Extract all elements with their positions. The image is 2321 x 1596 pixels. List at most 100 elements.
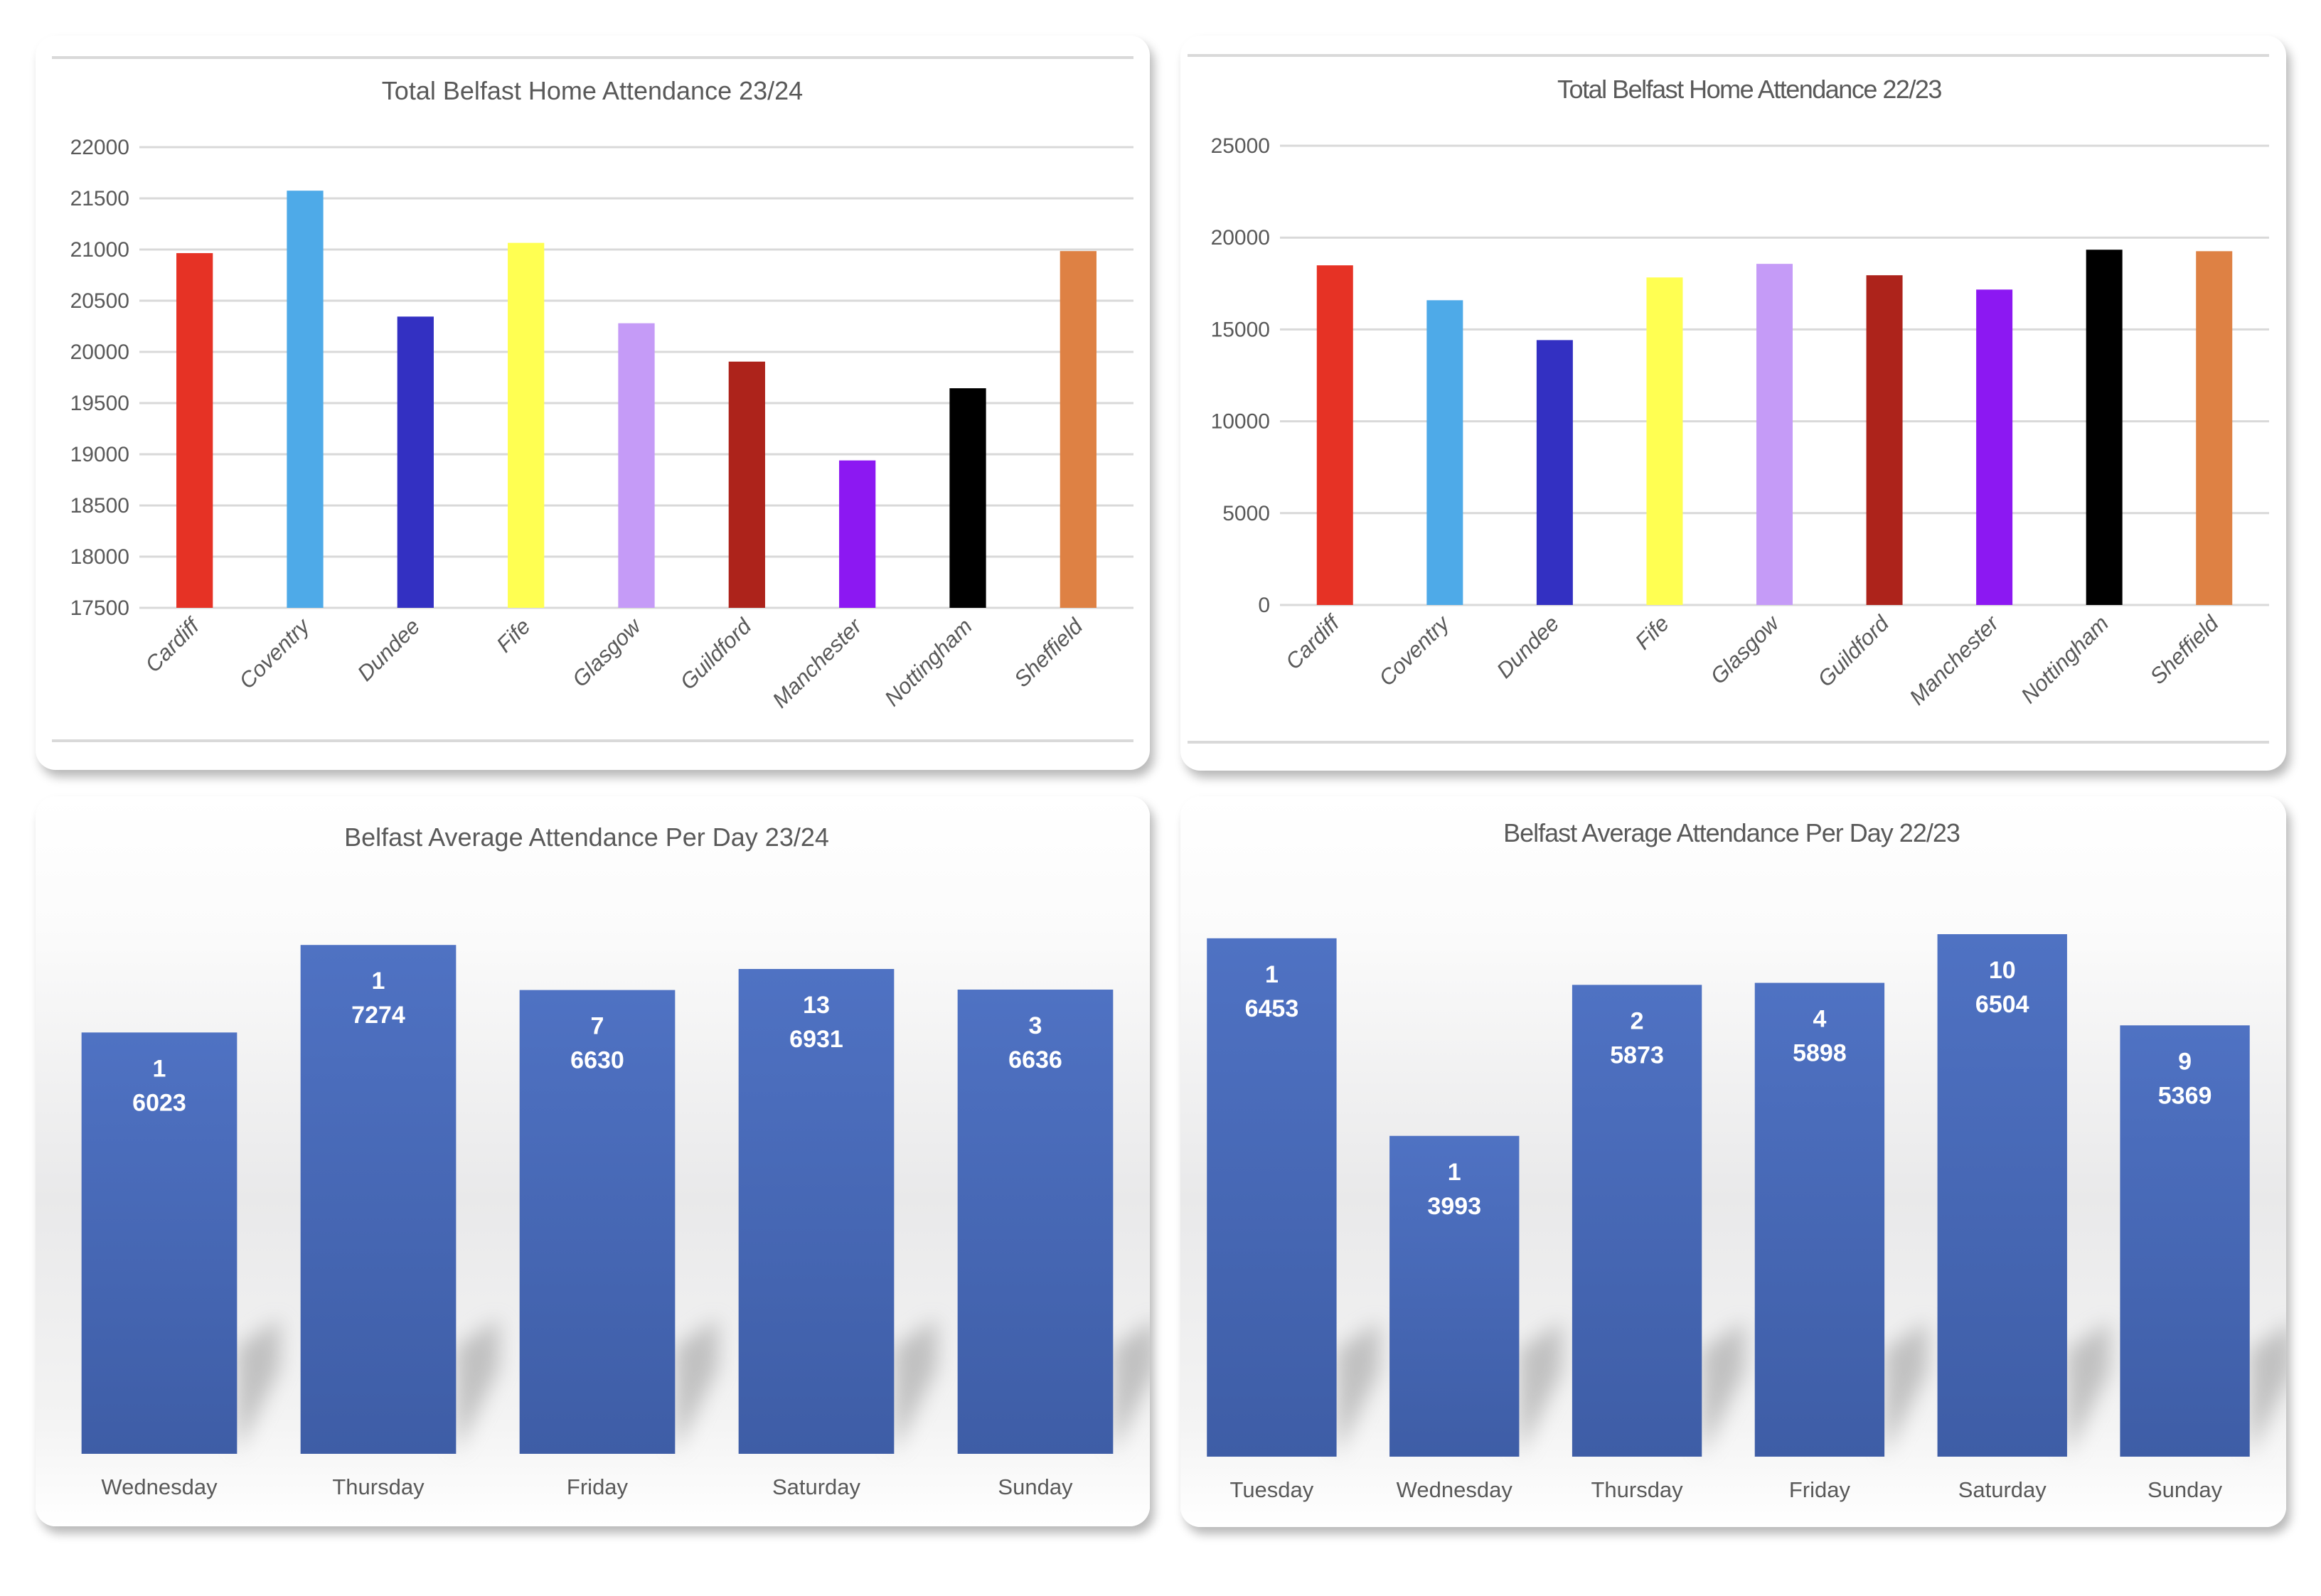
y-tick-label: 20000 bbox=[1211, 226, 1270, 250]
data-label-count: 3 bbox=[1029, 1012, 1042, 1039]
bar-shadow bbox=[1702, 1322, 1745, 1457]
chart-total-attendance-23-24: Total Belfast Home Attendance 23/24 1750… bbox=[52, 56, 1133, 742]
data-label-value: 6630 bbox=[570, 1047, 624, 1074]
bar-shadow bbox=[456, 1319, 499, 1454]
data-label-count: 2 bbox=[1631, 1007, 1644, 1034]
x-tick-label: Saturday bbox=[772, 1474, 861, 1499]
data-label-count: 9 bbox=[2178, 1048, 2192, 1075]
bar-coventry bbox=[1426, 300, 1463, 605]
data-label-value: 5369 bbox=[2158, 1082, 2212, 1109]
data-label-value: 6636 bbox=[1008, 1046, 1062, 1073]
x-tick-label: Wednesday bbox=[101, 1474, 218, 1499]
data-label-count: 1 bbox=[153, 1055, 166, 1082]
bar-sheffield bbox=[1060, 251, 1097, 608]
y-tick-label: 21000 bbox=[70, 238, 129, 262]
x-tick-label: Nottingham bbox=[2016, 611, 2113, 708]
x-tick-label: Dundee bbox=[353, 614, 425, 686]
data-label-count: 13 bbox=[803, 992, 830, 1019]
chart-card-average-per-day-23-24: Belfast Average Attendance Per Day 23/24… bbox=[36, 796, 1150, 1526]
bar-shadow bbox=[1884, 1322, 1928, 1457]
data-label-value: 6931 bbox=[789, 1026, 843, 1053]
y-tick-label: 18000 bbox=[70, 545, 129, 569]
x-tick-label: Saturday bbox=[1958, 1477, 2047, 1502]
bar-glasgow bbox=[618, 323, 655, 608]
bar-coventry bbox=[287, 191, 324, 608]
bar-shadow bbox=[1519, 1322, 1562, 1457]
bar-tuesday bbox=[1207, 938, 1337, 1457]
x-tick-label: Sunday bbox=[2147, 1477, 2223, 1502]
x-tick-label: Manchester bbox=[1904, 610, 2004, 709]
x-tick-label: Thursday bbox=[332, 1474, 425, 1499]
chart-card-average-per-day-22-23: Belfast Average Attendance Per Day 22/23… bbox=[1180, 796, 2286, 1527]
plot-area: 1 6023 Wednesday 1 7274 Thursday 7 6630 Friday 13… bbox=[81, 945, 1150, 1499]
y-tick-label: 20500 bbox=[70, 289, 129, 313]
bar-manchester bbox=[1976, 289, 2013, 605]
bar-shadow bbox=[675, 1319, 718, 1454]
data-label-value: 6023 bbox=[132, 1089, 186, 1116]
bar-manchester bbox=[839, 460, 876, 608]
bar-guildford bbox=[728, 361, 765, 608]
bar-guildford bbox=[1866, 275, 1903, 605]
bar-nottingham bbox=[949, 388, 986, 608]
y-tick-label: 21500 bbox=[70, 187, 129, 210]
data-label-count: 1 bbox=[1265, 961, 1279, 988]
x-tick-label: Guildford bbox=[1813, 610, 1894, 692]
x-tick-label: Manchester bbox=[767, 613, 867, 712]
data-label-value: 5898 bbox=[1793, 1040, 1847, 1067]
x-tick-label: Fife bbox=[1631, 611, 1674, 654]
bar-shadow bbox=[237, 1319, 280, 1454]
y-tick-label: 17500 bbox=[70, 596, 129, 620]
x-tick-label: Glasgow bbox=[567, 612, 647, 692]
data-label-count: 7 bbox=[591, 1013, 604, 1040]
x-tick-label: Sheffield bbox=[1009, 613, 1088, 692]
x-tick-label: Wednesday bbox=[1397, 1477, 1513, 1502]
bar-dundee bbox=[397, 316, 434, 608]
x-tick-label: Coventry bbox=[234, 612, 315, 693]
bar-cardiff bbox=[1316, 265, 1353, 605]
y-tick-label: 5000 bbox=[1222, 502, 1270, 525]
x-tick-label: Sunday bbox=[998, 1474, 1073, 1499]
x-tick-label: Friday bbox=[1789, 1477, 1851, 1502]
bar-thursday bbox=[300, 945, 457, 1454]
bar-sunday bbox=[957, 990, 1114, 1454]
x-tick-label: Thursday bbox=[1591, 1477, 1683, 1502]
x-tick-label: Coventry bbox=[1374, 609, 1455, 690]
bar-wednesday bbox=[1389, 1135, 1520, 1457]
y-tick-label: 22000 bbox=[70, 136, 129, 159]
bar-sheffield bbox=[2196, 251, 2233, 605]
x-tick-label: Glasgow bbox=[1705, 609, 1785, 689]
bar-fife bbox=[508, 242, 545, 608]
bar-thursday bbox=[1572, 985, 1702, 1457]
data-label-count: 1 bbox=[372, 968, 385, 995]
bar-sunday bbox=[2120, 1025, 2250, 1457]
x-tick-label: Dundee bbox=[1492, 611, 1564, 683]
bar-glasgow bbox=[1756, 264, 1793, 605]
bar-shadow bbox=[1113, 1322, 1150, 1454]
x-tick-label: Friday bbox=[567, 1474, 629, 1499]
bar-cardiff bbox=[176, 253, 213, 608]
bar-shadow bbox=[1336, 1322, 1380, 1457]
x-tick-label: Tuesday bbox=[1230, 1477, 1314, 1502]
y-tick-label: 18500 bbox=[70, 494, 129, 518]
chart-title: Belfast Average Attendance Per Day 23/24 bbox=[344, 823, 829, 852]
x-tick-label: Nottingham bbox=[880, 614, 977, 711]
bar-saturday bbox=[738, 968, 895, 1454]
data-label-count: 1 bbox=[1448, 1159, 1461, 1186]
data-label-count: 10 bbox=[1989, 957, 2016, 984]
chart-card-total-attendance-23-24: Total Belfast Home Attendance 23/24 1750… bbox=[36, 36, 1150, 770]
y-tick-label: 19000 bbox=[70, 443, 129, 466]
x-tick-label: Guildford bbox=[676, 613, 757, 695]
bar-dundee bbox=[1536, 340, 1573, 605]
data-label-value: 6453 bbox=[1245, 995, 1299, 1022]
x-tick-label: Fife bbox=[491, 614, 535, 657]
bar-friday bbox=[1754, 982, 1885, 1457]
plot-area: 0 5000 10000 15000 20000 25000 Cardiff Coventry… bbox=[1211, 134, 2269, 709]
chart-title: Total Belfast Home Attendance 23/24 bbox=[382, 76, 803, 105]
y-tick-label: 0 bbox=[1258, 594, 1270, 617]
chart-title: Total Belfast Home Attendance 22/23 bbox=[1557, 75, 1941, 104]
data-label-value: 3993 bbox=[1427, 1193, 1481, 1220]
bar-shadow bbox=[2066, 1322, 2110, 1457]
bar-fife bbox=[1646, 277, 1683, 605]
x-tick-label: Cardiff bbox=[140, 612, 206, 678]
chart-title: Belfast Average Attendance Per Day 22/23 bbox=[1503, 818, 1960, 847]
